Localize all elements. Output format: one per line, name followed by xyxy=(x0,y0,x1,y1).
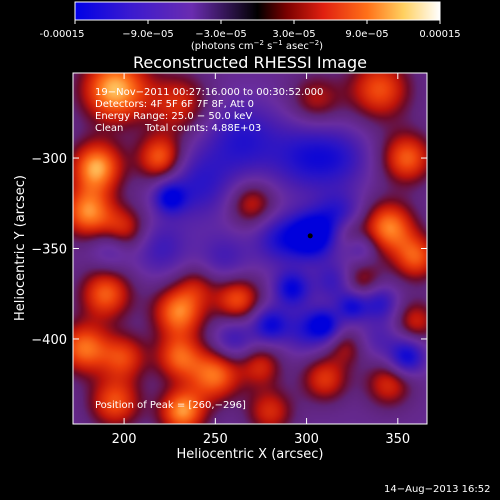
colorbar-units-text: (photons cm xyxy=(191,41,254,52)
datestamp: 14−Aug−2013 16:52 xyxy=(384,484,491,495)
x-tick-label: 350 xyxy=(385,432,410,447)
y-axis-ticks: −300 −350 −400 xyxy=(31,152,427,348)
colorbar-units: (photons cm−2 s−1 asec−2) xyxy=(191,39,323,52)
colorbar-tick-label: 3.0e−05 xyxy=(272,29,315,40)
x-axis-label: Heliocentric X (arcsec) xyxy=(177,447,324,462)
x-tick-label: 200 xyxy=(112,432,137,447)
colorbar-tick-label: 0.00015 xyxy=(419,29,460,40)
colorbar-units-sup: −2 xyxy=(254,39,264,47)
y-tick-label: −350 xyxy=(31,243,67,258)
y-tick-label: −400 xyxy=(31,333,67,348)
x-axis-ticks: 200 250 300 350 xyxy=(112,73,410,447)
colorbar xyxy=(74,1,441,21)
colorbar-tick-label: 9.0e−05 xyxy=(345,29,388,40)
x-tick-label: 300 xyxy=(294,432,319,447)
colorbar-units-text: ) xyxy=(319,41,323,52)
info-peak-position: Position of Peak = [260,−296] xyxy=(95,400,246,411)
colorbar-ticks xyxy=(74,20,441,24)
y-axis-label: Heliocentric Y (arcsec) xyxy=(13,175,28,321)
info-algorithm: Clean xyxy=(95,123,123,134)
colorbar-units-sup: −1 xyxy=(272,39,282,47)
colorbar-units-text: s xyxy=(264,41,272,52)
colorbar-units-text: asec xyxy=(283,41,309,52)
info-time-range: 19−Nov−2011 00:27:16.000 to 00:30:52.000 xyxy=(95,87,323,98)
colorbar-units-sup: −2 xyxy=(309,39,319,47)
heatmap-image xyxy=(73,73,427,424)
x-tick-label: 250 xyxy=(203,432,228,447)
info-total-counts: Total counts: 4.88E+03 xyxy=(144,123,261,134)
colorbar-tick-label: -0.00015 xyxy=(40,29,85,40)
y-tick-label: −300 xyxy=(31,152,67,167)
info-energy-range: Energy Range: 25.0 − 50.0 keV xyxy=(95,111,252,122)
info-detectors: Detectors: 4F 5F 6F 7F 8F, Att 0 xyxy=(95,99,254,110)
chart-title: Reconstructed RHESSI Image xyxy=(133,53,367,72)
peak-marker xyxy=(307,233,313,239)
colorbar-tick-label: −9.0e−05 xyxy=(122,29,174,40)
colorbar-tick-label: −3.0e−05 xyxy=(195,29,247,40)
